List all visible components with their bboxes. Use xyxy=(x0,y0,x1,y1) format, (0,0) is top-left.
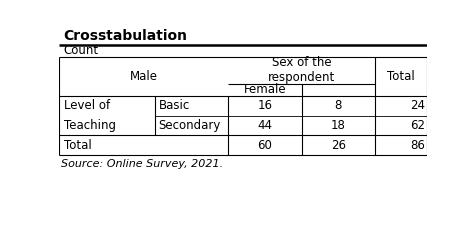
Text: 16: 16 xyxy=(257,100,273,112)
Text: 86: 86 xyxy=(410,139,425,152)
Text: Sex of the
respondent: Sex of the respondent xyxy=(268,55,335,84)
Text: 44: 44 xyxy=(257,119,273,132)
Text: 8: 8 xyxy=(335,100,342,112)
Text: Secondary: Secondary xyxy=(158,119,221,132)
Text: Crosstabulation: Crosstabulation xyxy=(64,29,188,43)
Text: Total: Total xyxy=(387,70,415,83)
Text: 26: 26 xyxy=(331,139,346,152)
Text: Level of: Level of xyxy=(64,100,110,112)
Text: Female: Female xyxy=(244,83,286,97)
Text: 60: 60 xyxy=(257,139,273,152)
Text: Count: Count xyxy=(64,44,99,57)
Text: Male: Male xyxy=(130,70,158,83)
Text: Teaching: Teaching xyxy=(64,119,116,132)
Text: Source: Online Survey, 2021.: Source: Online Survey, 2021. xyxy=(61,159,223,169)
Text: 18: 18 xyxy=(331,119,346,132)
Text: 62: 62 xyxy=(410,119,425,132)
Text: Basic: Basic xyxy=(158,100,190,112)
Text: 24: 24 xyxy=(410,100,425,112)
Text: Total: Total xyxy=(64,139,91,152)
